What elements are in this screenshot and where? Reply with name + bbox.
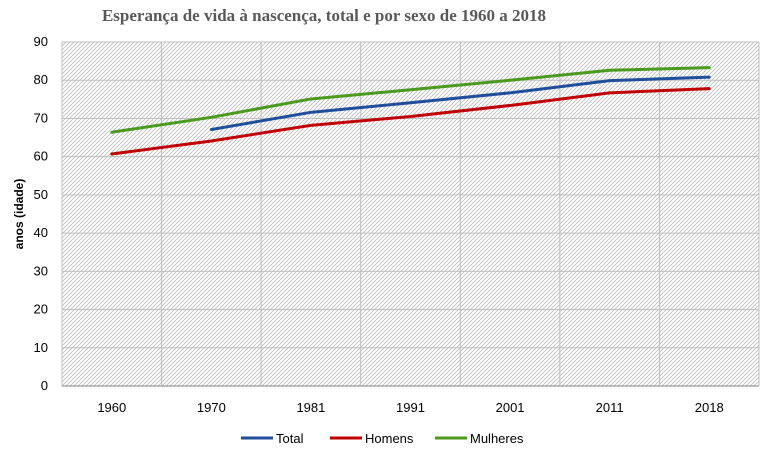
y-axis-label: anos (idade) (12, 179, 26, 250)
y-tick-label: 70 (34, 110, 48, 125)
y-tick-label: 90 (34, 34, 48, 49)
x-tick-label: 1970 (197, 400, 226, 415)
y-tick-label: 80 (34, 72, 48, 87)
y-tick-label: 10 (34, 340, 48, 355)
legend-label: Total (276, 431, 304, 446)
legend: Total Homens Mulheres (241, 431, 524, 446)
y-tick-label: 60 (34, 149, 48, 164)
x-tick-label: 1981 (296, 400, 325, 415)
plot-area (62, 42, 759, 386)
chart-title: Esperança de vida à nascença, total e po… (102, 6, 546, 25)
series-line-homens (110, 87, 711, 156)
x-tick-label: 1960 (97, 400, 126, 415)
y-axis-ticks: 0 10 20 30 40 50 60 70 80 90 (34, 34, 48, 393)
x-tick-label: 2011 (596, 400, 624, 415)
x-tick-label: 2001 (496, 400, 525, 415)
series-line-mulheres (110, 66, 711, 134)
legend-label: Homens (365, 431, 414, 446)
y-tick-label: 20 (34, 302, 48, 317)
series-lines (110, 66, 711, 156)
x-axis-ticks: 1960 1970 1981 1991 2001 2011 2018 (97, 400, 723, 415)
y-tick-label: 0 (41, 378, 48, 393)
y-tick-label: 40 (34, 225, 48, 240)
series-line-total (209, 75, 711, 132)
y-tick-label: 30 (34, 263, 48, 278)
legend-label: Mulheres (470, 431, 524, 446)
x-tick-label: 1991 (396, 400, 425, 415)
x-tick-label: 2018 (695, 400, 724, 415)
y-tick-label: 50 (34, 187, 48, 202)
gridlines (61, 41, 760, 387)
